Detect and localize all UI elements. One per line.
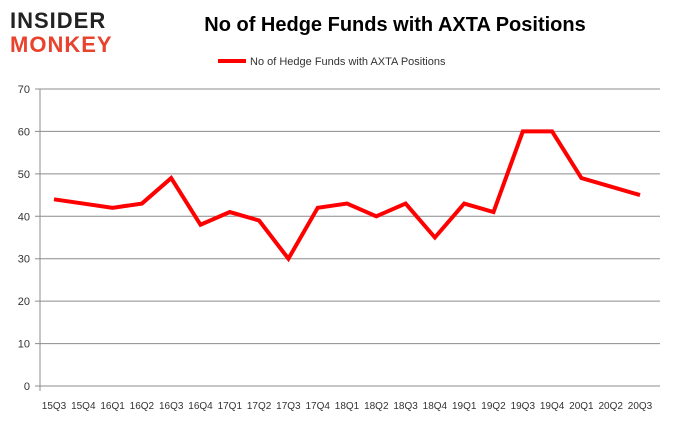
y-tick-label: 30 bbox=[18, 254, 30, 266]
x-tick-label: 17Q2 bbox=[247, 401, 272, 412]
y-tick-label: 70 bbox=[18, 84, 30, 96]
x-tick-label: 15Q3 bbox=[42, 401, 67, 412]
x-tick-label: 20Q3 bbox=[628, 401, 653, 412]
y-tick-label: 0 bbox=[24, 381, 30, 393]
chart-title: No of Hedge Funds with AXTA Positions bbox=[204, 14, 586, 36]
x-tick-label: 19Q2 bbox=[481, 401, 506, 412]
y-tick-label: 10 bbox=[18, 339, 30, 351]
x-tick-label: 18Q4 bbox=[423, 401, 448, 412]
y-tick-label: 50 bbox=[18, 169, 30, 181]
x-tick-label: 19Q4 bbox=[540, 401, 565, 412]
x-tick-label: 19Q1 bbox=[452, 401, 477, 412]
x-tick-label: 15Q4 bbox=[71, 401, 96, 412]
x-tick-label: 19Q3 bbox=[511, 401, 536, 412]
y-tick-label: 60 bbox=[18, 126, 30, 138]
svg-text:MONKEY: MONKEY bbox=[10, 32, 113, 56]
legend-label: No of Hedge Funds with AXTA Positions bbox=[250, 56, 446, 68]
x-tick-label: 17Q1 bbox=[218, 401, 243, 412]
x-tick-label: 17Q3 bbox=[276, 401, 301, 412]
svg-text:INSIDER: INSIDER bbox=[10, 8, 106, 33]
x-tick-label: 18Q1 bbox=[335, 401, 360, 412]
y-tick-label: 40 bbox=[18, 211, 30, 223]
x-tick-label: 18Q3 bbox=[393, 401, 418, 412]
x-tick-label: 16Q3 bbox=[159, 401, 184, 412]
x-tick-label: 20Q1 bbox=[569, 401, 594, 412]
series-line bbox=[53, 129, 641, 263]
insider-monkey-logo: INSIDER MONKEY bbox=[10, 8, 113, 56]
x-tick-label: 16Q4 bbox=[188, 401, 213, 412]
x-tick-label: 16Q2 bbox=[130, 401, 155, 412]
x-tick-label: 17Q4 bbox=[305, 401, 330, 412]
x-tick-label: 20Q2 bbox=[598, 401, 623, 412]
x-tick-label: 16Q1 bbox=[100, 401, 125, 412]
y-tick-label: 20 bbox=[18, 296, 30, 308]
x-tick-label: 18Q2 bbox=[364, 401, 389, 412]
